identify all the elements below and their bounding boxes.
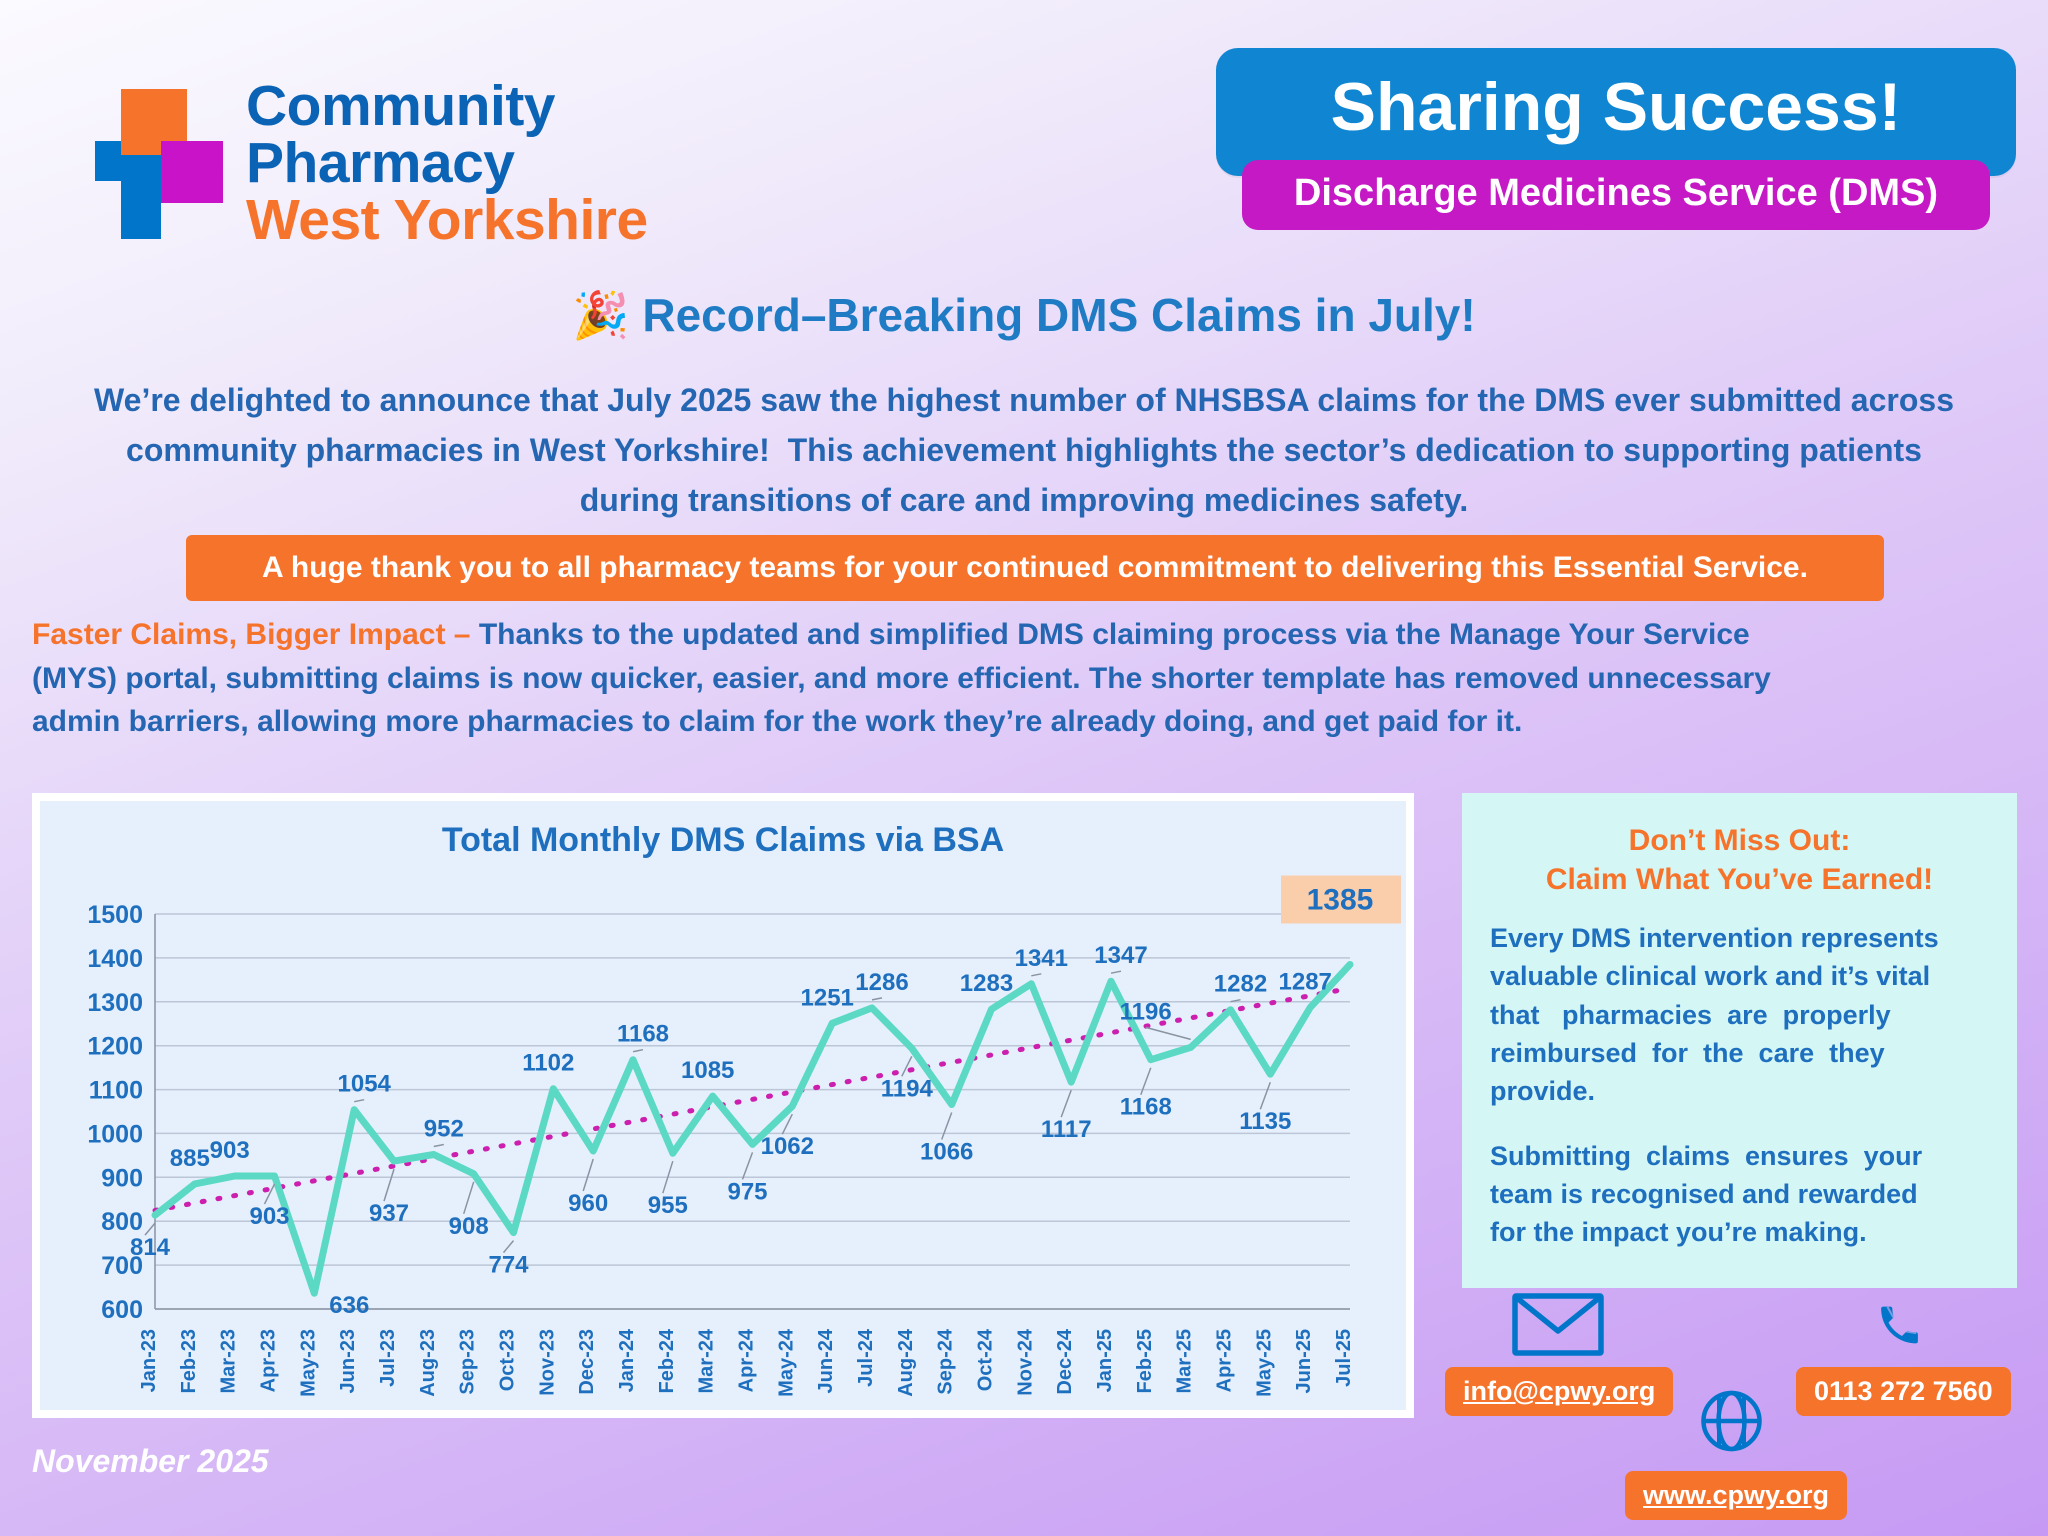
svg-text:1341: 1341: [1015, 945, 1068, 972]
svg-text:Jul-23: Jul-23: [377, 1329, 399, 1387]
svg-text:1287: 1287: [1279, 969, 1332, 996]
svg-text:1102: 1102: [522, 1050, 574, 1077]
svg-text:Nov-24: Nov-24: [1014, 1328, 1036, 1396]
svg-text:1085: 1085: [681, 1057, 734, 1084]
svg-text:975: 975: [727, 1178, 767, 1205]
svg-text:May-24: May-24: [775, 1328, 797, 1397]
svg-text:1385: 1385: [1307, 884, 1374, 917]
svg-text:1400: 1400: [87, 945, 143, 973]
svg-text:Mar-25: Mar-25: [1174, 1329, 1196, 1393]
svg-text:May-23: May-23: [297, 1329, 319, 1397]
svg-text:Jun-24: Jun-24: [815, 1328, 837, 1393]
svg-text:1117: 1117: [1041, 1116, 1092, 1143]
svg-text:Nov-23: Nov-23: [536, 1329, 558, 1396]
svg-text:1282: 1282: [1214, 971, 1267, 998]
svg-text:Mar-24: Mar-24: [696, 1328, 718, 1393]
svg-text:908: 908: [449, 1213, 489, 1240]
svg-text:Jul-25: Jul-25: [1333, 1329, 1355, 1387]
svg-text:1283: 1283: [960, 970, 1013, 997]
svg-text:Jul-24: Jul-24: [855, 1328, 877, 1387]
svg-text:Jun-23: Jun-23: [337, 1329, 359, 1393]
svg-text:1066: 1066: [920, 1139, 973, 1166]
svg-text:Aug-23: Aug-23: [417, 1329, 439, 1397]
svg-text:1500: 1500: [87, 901, 143, 929]
svg-text:Apr-23: Apr-23: [258, 1329, 280, 1392]
svg-text:Apr-24: Apr-24: [736, 1328, 758, 1392]
svg-text:Aug-24: Aug-24: [895, 1328, 917, 1397]
svg-text:600: 600: [101, 1296, 143, 1324]
svg-text:Jan-23: Jan-23: [138, 1329, 160, 1392]
svg-text:Oct-24: Oct-24: [975, 1328, 997, 1391]
svg-text:1135: 1135: [1239, 1108, 1291, 1135]
svg-text:1194: 1194: [881, 1075, 934, 1102]
svg-text:800: 800: [101, 1208, 143, 1236]
svg-text:Sep-23: Sep-23: [457, 1329, 479, 1395]
svg-text:1168: 1168: [617, 1021, 669, 1048]
svg-text:1200: 1200: [87, 1033, 143, 1061]
svg-text:955: 955: [648, 1192, 688, 1219]
svg-text:Feb-23: Feb-23: [178, 1329, 200, 1393]
svg-text:Dec-24: Dec-24: [1054, 1328, 1076, 1394]
svg-text:960: 960: [568, 1190, 608, 1217]
svg-text:Jan-25: Jan-25: [1094, 1329, 1116, 1392]
svg-text:Jun-25: Jun-25: [1293, 1329, 1315, 1393]
svg-text:1000: 1000: [87, 1120, 143, 1148]
svg-text:1168: 1168: [1120, 1094, 1172, 1121]
svg-text:952: 952: [424, 1116, 464, 1143]
svg-text:903: 903: [210, 1137, 250, 1164]
svg-text:636: 636: [329, 1292, 369, 1319]
svg-text:1054: 1054: [338, 1071, 392, 1098]
svg-text:1286: 1286: [855, 969, 908, 996]
svg-text:1100: 1100: [89, 1077, 143, 1105]
svg-text:Apr-25: Apr-25: [1214, 1329, 1236, 1392]
svg-text:Feb-25: Feb-25: [1134, 1329, 1156, 1393]
svg-text:1300: 1300: [87, 989, 143, 1017]
svg-text:900: 900: [101, 1164, 143, 1192]
svg-text:885: 885: [170, 1145, 210, 1172]
svg-text:774: 774: [488, 1252, 529, 1279]
svg-text:Oct-23: Oct-23: [497, 1329, 519, 1391]
svg-text:937: 937: [369, 1200, 409, 1227]
svg-text:Feb-24: Feb-24: [656, 1328, 678, 1393]
svg-text:Dec-23: Dec-23: [576, 1329, 598, 1395]
svg-text:May-25: May-25: [1253, 1329, 1275, 1397]
svg-text:1347: 1347: [1094, 942, 1147, 969]
svg-text:1062: 1062: [761, 1133, 814, 1160]
svg-text:1196: 1196: [1120, 998, 1172, 1025]
svg-text:903: 903: [249, 1203, 289, 1230]
svg-text:Sep-24: Sep-24: [935, 1328, 957, 1394]
svg-text:Mar-23: Mar-23: [218, 1329, 240, 1393]
svg-text:Jan-24: Jan-24: [616, 1328, 638, 1392]
svg-text:814: 814: [130, 1234, 171, 1261]
svg-text:1251: 1251: [801, 984, 854, 1011]
